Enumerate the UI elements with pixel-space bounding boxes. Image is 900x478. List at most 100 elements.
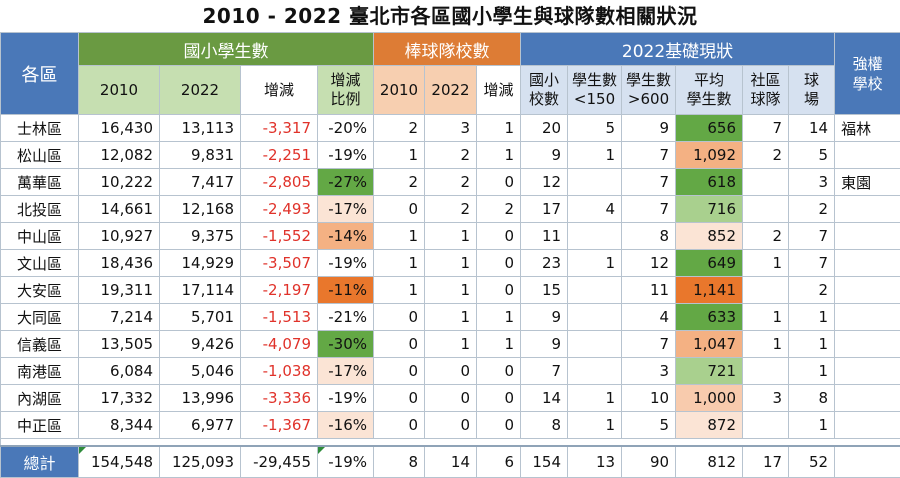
students-lt150: 1	[568, 142, 622, 169]
students-2010: 19,311	[79, 277, 160, 304]
students-lt150	[568, 331, 622, 358]
total-teams-2022: 14	[425, 446, 477, 478]
teams-2010: 2	[374, 169, 425, 196]
teams-2010: 1	[374, 277, 425, 304]
community-teams: 2	[743, 142, 789, 169]
fields: 14	[789, 115, 835, 142]
students-lt150: 4	[568, 196, 622, 223]
students-lt150	[568, 304, 622, 331]
teams-change: 1	[477, 142, 521, 169]
fields: 1	[789, 358, 835, 385]
district-name: 文山區	[1, 250, 79, 277]
header-school-count: 國小校數	[521, 66, 568, 115]
students-change: -4,079	[241, 331, 318, 358]
students-2010: 10,927	[79, 223, 160, 250]
total-fields: 52	[789, 446, 835, 478]
total-label: 總計	[1, 446, 79, 478]
fields: 1	[789, 412, 835, 439]
teams-change: 0	[477, 223, 521, 250]
students-2010: 18,436	[79, 250, 160, 277]
avg-students: 618	[676, 169, 743, 196]
students-gt600: 8	[622, 223, 676, 250]
students-lt150	[568, 223, 622, 250]
students-2010: 16,430	[79, 115, 160, 142]
community-teams	[743, 412, 789, 439]
fields: 7	[789, 223, 835, 250]
teams-2010: 0	[374, 412, 425, 439]
teams-2022: 1	[425, 331, 477, 358]
district-name: 中山區	[1, 223, 79, 250]
school-count: 9	[521, 331, 568, 358]
total-students-2022: 125,093	[160, 446, 241, 478]
students-ratio: -19%	[318, 250, 374, 277]
fields: 1	[789, 304, 835, 331]
students-gt600: 11	[622, 277, 676, 304]
header-students-gt600: 學生數>600	[622, 66, 676, 115]
community-teams: 7	[743, 115, 789, 142]
total-students-lt150: 13	[568, 446, 622, 478]
students-2022: 13,996	[160, 385, 241, 412]
students-lt150	[568, 358, 622, 385]
teams-2010: 0	[374, 196, 425, 223]
strong-school: 東園	[835, 169, 900, 196]
students-change: -3,317	[241, 115, 318, 142]
students-change: -2,251	[241, 142, 318, 169]
students-2010: 10,222	[79, 169, 160, 196]
students-ratio: -19%	[318, 142, 374, 169]
students-2010: 17,332	[79, 385, 160, 412]
district-name: 萬華區	[1, 169, 79, 196]
teams-change: 0	[477, 277, 521, 304]
students-2010: 12,082	[79, 142, 160, 169]
teams-2022: 0	[425, 358, 477, 385]
teams-2010: 0	[374, 385, 425, 412]
header-students-group: 國小學生數	[79, 33, 374, 66]
avg-students: 1,000	[676, 385, 743, 412]
fields: 3	[789, 169, 835, 196]
students-2022: 13,113	[160, 115, 241, 142]
students-gt600: 7	[622, 169, 676, 196]
strong-school	[835, 223, 900, 250]
students-change: -3,336	[241, 385, 318, 412]
teams-2022: 1	[425, 304, 477, 331]
students-change: -2,493	[241, 196, 318, 223]
strong-school	[835, 250, 900, 277]
teams-2022: 3	[425, 115, 477, 142]
header-teams-2010: 2010	[374, 66, 425, 115]
strong-school	[835, 412, 900, 439]
district-name: 大同區	[1, 304, 79, 331]
teams-change: 2	[477, 196, 521, 223]
community-teams: 2	[743, 223, 789, 250]
teams-change: 0	[477, 169, 521, 196]
students-change: -3,507	[241, 250, 318, 277]
students-gt600: 5	[622, 412, 676, 439]
school-count: 9	[521, 142, 568, 169]
students-2022: 5,701	[160, 304, 241, 331]
students-2022: 12,168	[160, 196, 241, 223]
avg-students: 721	[676, 358, 743, 385]
teams-2010: 0	[374, 304, 425, 331]
school-count: 12	[521, 169, 568, 196]
community-teams: 1	[743, 331, 789, 358]
avg-students: 872	[676, 412, 743, 439]
total-strong-school	[835, 446, 900, 478]
spacer-row	[1, 439, 900, 447]
avg-students: 1,047	[676, 331, 743, 358]
students-2022: 9,426	[160, 331, 241, 358]
community-teams	[743, 196, 789, 223]
students-change: -2,197	[241, 277, 318, 304]
total-students-change: -29,455	[241, 446, 318, 478]
students-2022: 6,977	[160, 412, 241, 439]
students-gt600: 10	[622, 385, 676, 412]
district-table: 各區 國小學生數 棒球隊校數 2022基礎現狀 強權學校 2010 2022 增…	[0, 32, 900, 478]
students-2022: 9,375	[160, 223, 241, 250]
students-2022: 7,417	[160, 169, 241, 196]
students-gt600: 7	[622, 142, 676, 169]
district-name: 中正區	[1, 412, 79, 439]
fields: 8	[789, 385, 835, 412]
